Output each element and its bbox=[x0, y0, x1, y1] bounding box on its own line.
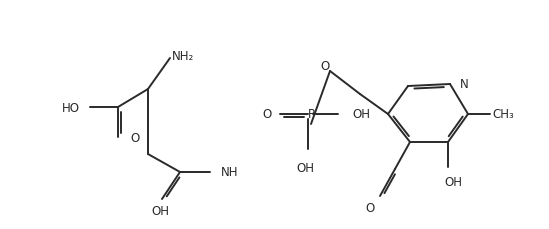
Text: O: O bbox=[130, 131, 139, 144]
Text: P: P bbox=[307, 108, 315, 121]
Text: OH: OH bbox=[444, 175, 462, 188]
Text: NH₂: NH₂ bbox=[172, 50, 194, 63]
Text: OH: OH bbox=[296, 161, 314, 174]
Text: N: N bbox=[460, 78, 469, 91]
Text: O: O bbox=[321, 60, 329, 73]
Text: CH₃: CH₃ bbox=[492, 108, 514, 121]
Text: NH: NH bbox=[221, 166, 238, 179]
Text: O: O bbox=[263, 108, 272, 121]
Text: O: O bbox=[366, 201, 375, 214]
Text: OH: OH bbox=[151, 204, 169, 217]
Text: HO: HO bbox=[62, 101, 80, 114]
Text: OH: OH bbox=[352, 108, 370, 121]
